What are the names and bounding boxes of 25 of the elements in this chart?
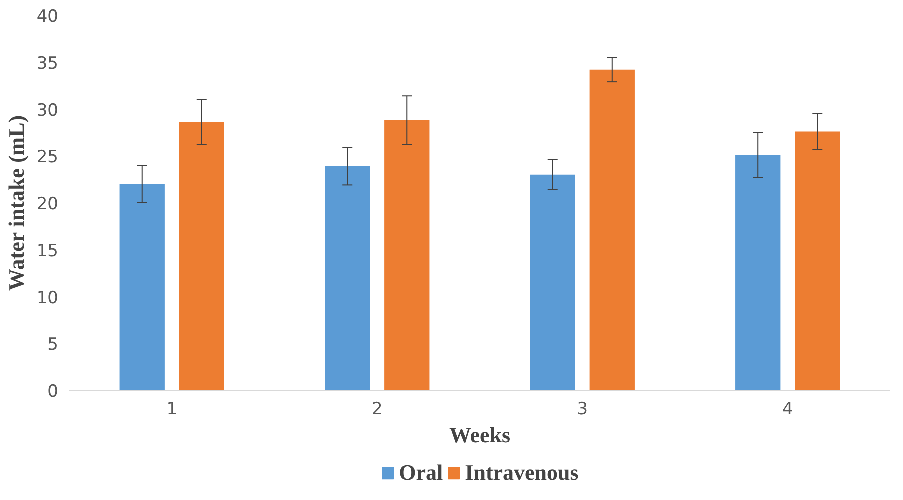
bar: [795, 132, 840, 390]
y-tick-label: 10: [36, 288, 59, 308]
x-axis-title: Weeks: [449, 422, 511, 448]
bar: [590, 70, 635, 390]
legend-label: Intravenous: [465, 460, 579, 486]
x-tick-label: 3: [577, 400, 588, 420]
y-tick-label: 5: [48, 335, 59, 356]
bar: [384, 120, 430, 390]
bar: [736, 155, 781, 390]
x-tick-label: 2: [372, 400, 383, 420]
legend-label: Oral: [399, 460, 444, 486]
x-tick-label: 1: [166, 400, 178, 420]
x-tick-label: 4: [782, 400, 794, 420]
y-tick-label: 20: [36, 194, 59, 214]
y-tick-label: 25: [36, 148, 59, 168]
y-tick-label: 30: [36, 100, 59, 121]
y-tick-label: 40: [36, 7, 59, 27]
y-tick-label: 15: [36, 241, 59, 262]
bar: [325, 166, 370, 390]
bar: [120, 184, 165, 390]
y-axis-title: Water intake (mL): [4, 115, 29, 291]
bar: [179, 122, 224, 390]
y-tick-label: 35: [36, 54, 59, 74]
bar: [530, 174, 576, 390]
y-tick-label: 0: [48, 382, 59, 402]
